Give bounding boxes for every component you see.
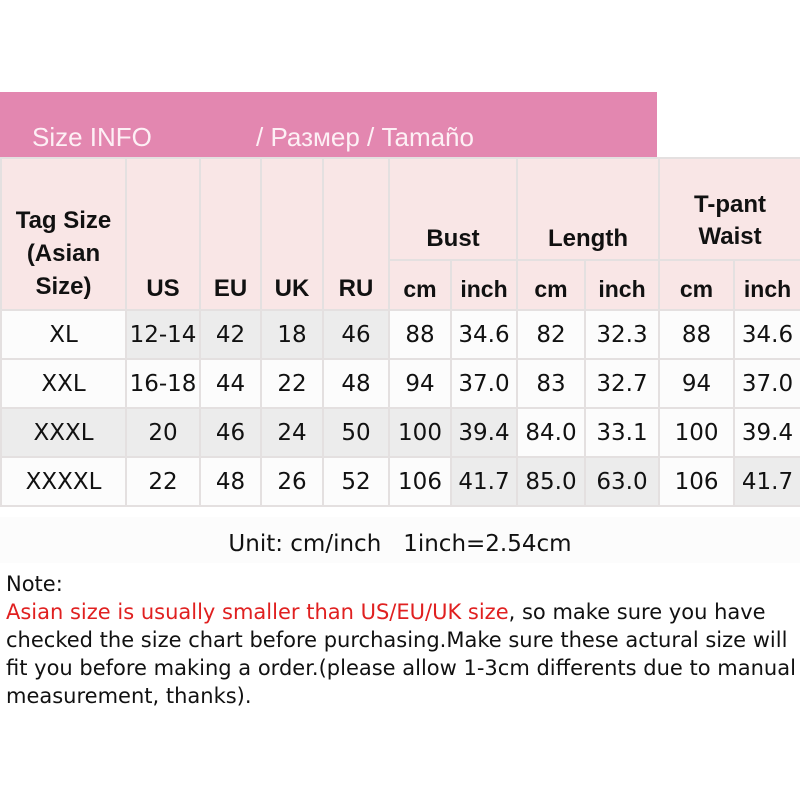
size-cell: 41.7 xyxy=(733,456,800,507)
size-cell: 100 xyxy=(388,407,452,458)
size-cell: 26 xyxy=(260,456,324,507)
size-chart-table: Tag Size (Asian Size) US EU UK RU Bust L… xyxy=(0,157,800,507)
size-cell: 94 xyxy=(388,358,452,409)
note-text: , so make sure you have checked the size… xyxy=(6,600,796,708)
size-cell: 39.4 xyxy=(450,407,518,458)
size-cell: 32.7 xyxy=(583,358,661,409)
header-bust: Bust xyxy=(388,157,518,261)
tag-size-cell: XXXXL xyxy=(0,456,127,507)
size-info-banner: Size INFO / Размер / Tamaño xyxy=(0,92,657,157)
size-cell: 12-14 xyxy=(125,309,201,360)
header-bust-inch: inch xyxy=(450,259,518,311)
size-cell: 37.0 xyxy=(450,358,518,409)
header-us: US xyxy=(125,157,201,311)
size-cell: 100 xyxy=(658,407,736,458)
tag-size-cell: XXXL xyxy=(0,407,127,458)
note-label: Note: xyxy=(6,572,63,596)
size-cell: 48 xyxy=(322,358,390,409)
note-section: Note: Asian size is usually smaller than… xyxy=(6,570,798,710)
size-cell: 22 xyxy=(125,456,201,507)
size-cell: 34.6 xyxy=(450,309,518,360)
size-cell: 84.0 xyxy=(516,407,586,458)
size-cell: 39.4 xyxy=(733,407,800,458)
note-warning: Asian size is usually smaller than US/EU… xyxy=(6,600,509,624)
title-translations: / Размер / Tamaño xyxy=(256,122,474,152)
header-length: Length xyxy=(515,157,661,261)
table-row: XXXXL 22 48 26 52 106 41.7 85.0 63.0 106 41.7 xyxy=(0,456,800,507)
size-cell: 32.3 xyxy=(583,309,661,360)
size-cell: 106 xyxy=(658,456,736,507)
size-cell: 33.1 xyxy=(583,407,661,458)
size-cell: 20 xyxy=(125,407,201,458)
tag-size-cell: XXL xyxy=(0,358,127,409)
unit-note: Unit: cm/inch 1inch=2.54cm xyxy=(0,517,800,563)
size-cell: 46 xyxy=(322,309,390,360)
header-bust-cm: cm xyxy=(388,259,452,311)
table-row: XL 12-14 42 18 46 88 34.6 82 32.3 88 34.6 xyxy=(0,309,800,360)
header-length-inch: inch xyxy=(583,259,661,311)
size-cell: 94 xyxy=(658,358,736,409)
header-length-cm: cm xyxy=(516,259,586,311)
header-waist: T-pant Waist xyxy=(658,157,800,261)
size-cell: 37.0 xyxy=(733,358,800,409)
size-cell: 24 xyxy=(260,407,324,458)
size-cell: 88 xyxy=(388,309,452,360)
size-cell: 48 xyxy=(199,456,262,507)
header-waist-cm: cm xyxy=(658,259,736,311)
size-cell: 22 xyxy=(260,358,324,409)
table-row: XXL 16-18 44 22 48 94 37.0 83 32.7 94 37.0 xyxy=(0,358,800,409)
size-cell: 16-18 xyxy=(125,358,201,409)
header-tag-size: Tag Size (Asian Size) xyxy=(0,157,127,311)
size-cell: 88 xyxy=(658,309,736,360)
size-cell: 42 xyxy=(199,309,262,360)
table-row: XXXL 20 46 24 50 100 39.4 84.0 33.1 100 39.4 xyxy=(0,407,800,458)
size-cell: 50 xyxy=(322,407,390,458)
tag-size-cell: XL xyxy=(0,309,127,360)
size-cell: 41.7 xyxy=(450,456,518,507)
header-ru: RU xyxy=(322,157,390,311)
header-eu: EU xyxy=(199,157,262,311)
size-cell: 83 xyxy=(516,358,586,409)
header-waist-inch: inch xyxy=(733,259,800,311)
size-cell: 85.0 xyxy=(516,456,586,507)
size-cell: 63.0 xyxy=(583,456,661,507)
size-cell: 44 xyxy=(199,358,262,409)
title-size-info: Size INFO xyxy=(32,122,152,152)
header-uk: UK xyxy=(260,157,324,311)
size-cell: 52 xyxy=(322,456,390,507)
size-cell: 18 xyxy=(260,309,324,360)
size-cell: 46 xyxy=(199,407,262,458)
size-cell: 106 xyxy=(388,456,452,507)
size-cell: 34.6 xyxy=(733,309,800,360)
size-cell: 82 xyxy=(516,309,586,360)
